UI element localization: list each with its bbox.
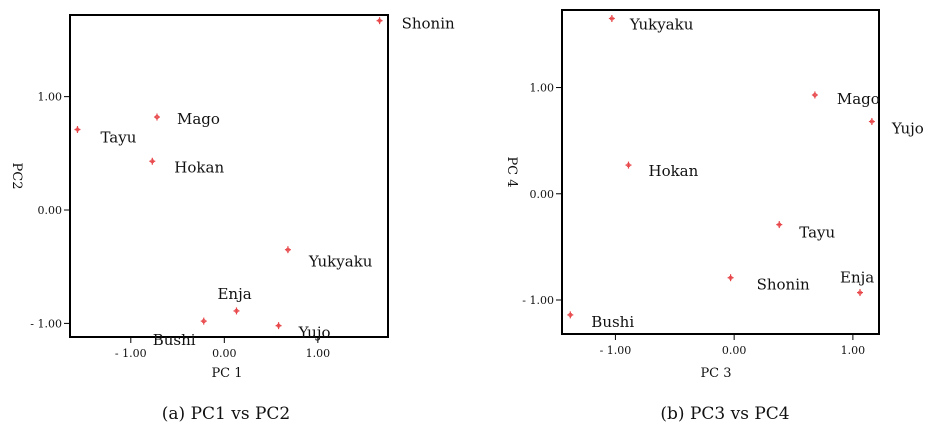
y-axis-title: PC 4: [504, 156, 519, 187]
data-point-marker: [857, 289, 864, 297]
data-point-label: Mago: [177, 110, 220, 128]
x-tick-label: 0.00: [212, 347, 237, 360]
data-point-label: Hokan: [648, 162, 698, 180]
data-point-marker: [284, 246, 291, 254]
data-point-label: Yujo: [891, 120, 924, 138]
figure-caption: (a) PC1 vs PC2: [162, 404, 290, 424]
figure-caption: (b) PC3 vs PC4: [660, 404, 789, 424]
data-point-marker: [608, 14, 615, 22]
data-point-marker: [376, 17, 383, 25]
x-tick-label: 1.00: [841, 344, 866, 357]
x-axis-title: PC 3: [700, 366, 731, 381]
data-point-label: Yukyaku: [308, 253, 373, 271]
data-point-label: Yujo: [298, 324, 331, 342]
data-point-marker: [200, 317, 207, 325]
plot-frame: [69, 14, 389, 338]
x-tick-label: 1.00: [306, 347, 331, 360]
x-tick-label: - 1.00: [115, 347, 147, 360]
y-tick-label: 0.00: [38, 204, 63, 217]
data-point-marker: [567, 311, 574, 319]
data-point-marker: [868, 118, 875, 126]
data-point-label: Shonin: [402, 15, 455, 33]
x-axis-title: PC 1: [211, 366, 242, 381]
data-point-label: Bushi: [591, 313, 634, 331]
plot-frame: [561, 9, 880, 335]
data-point-label: Enja: [840, 269, 874, 287]
data-point-marker: [625, 161, 632, 169]
y-tick-label: 1.00: [38, 91, 63, 104]
y-tick-label: - 1.00: [522, 294, 554, 307]
data-point-marker: [727, 274, 734, 282]
data-point-marker: [776, 221, 783, 229]
x-tick-label: - 1.00: [600, 344, 632, 357]
y-axis-title: PC2: [9, 163, 24, 190]
data-point-marker: [74, 126, 81, 134]
data-point-label: Enja: [217, 285, 251, 303]
data-point-marker: [153, 113, 160, 121]
data-point-label: Yukyaku: [629, 15, 694, 33]
data-point-marker: [233, 307, 240, 315]
chart-pc3-vs-pc4: - 1.00 0.00 1.00 - 1.00 0.00 1.00 PC 3 PC 4 Yuky…: [504, 9, 924, 424]
data-point-label: Bushi: [153, 331, 196, 349]
y-tick-label: 1.00: [530, 82, 555, 95]
chart-pc1-vs-pc2: - 1.00 0.00 1.00 - 1.00 0.00 1.00 PC 1 PC2 Shoni…: [9, 14, 455, 424]
data-point-label: Hokan: [174, 158, 224, 176]
x-tick-label: 0.00: [722, 344, 747, 357]
data-point-marker: [275, 322, 282, 330]
data-point-marker: [811, 91, 818, 99]
data-point-label: Tayu: [799, 224, 835, 242]
data-point-label: Shonin: [757, 276, 810, 294]
y-tick-label: - 1.00: [30, 317, 62, 330]
data-point-label: Tayu: [100, 129, 136, 147]
data-point-label: Mago: [837, 90, 880, 108]
y-tick-label: 0.00: [530, 188, 555, 201]
data-point-marker: [149, 157, 156, 165]
